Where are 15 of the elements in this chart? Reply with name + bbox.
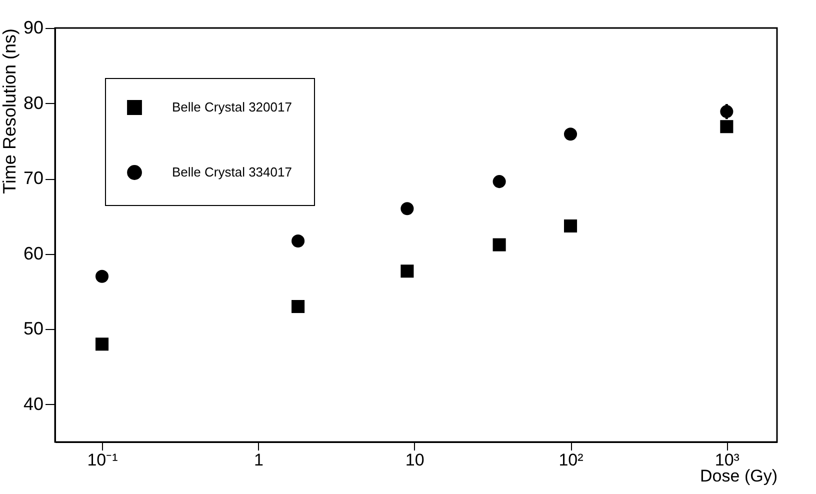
x-tick-label: 10⁻¹	[87, 450, 118, 470]
legend-label: Belle Crystal 334017	[172, 164, 292, 180]
x-tick-label: 10²	[558, 450, 584, 470]
x-tick-label: 10³	[714, 450, 740, 470]
y-tick-label: 40	[23, 394, 44, 414]
y-tick-label: 50	[23, 318, 44, 339]
y-tick-label: 90	[23, 18, 44, 38]
y-tick-label: 70	[23, 168, 44, 188]
legend-label: Belle Crystal 320017	[172, 100, 292, 114]
y-axis-title: Time Resolution (ns)	[0, 28, 20, 194]
y-tick-label: 60	[23, 243, 44, 264]
y-tick-label: 80	[23, 92, 44, 113]
x-axis-title: Dose (Gy)	[700, 466, 778, 486]
x-tick-label: 10	[405, 450, 424, 470]
x-tick-label: 1	[254, 450, 264, 470]
